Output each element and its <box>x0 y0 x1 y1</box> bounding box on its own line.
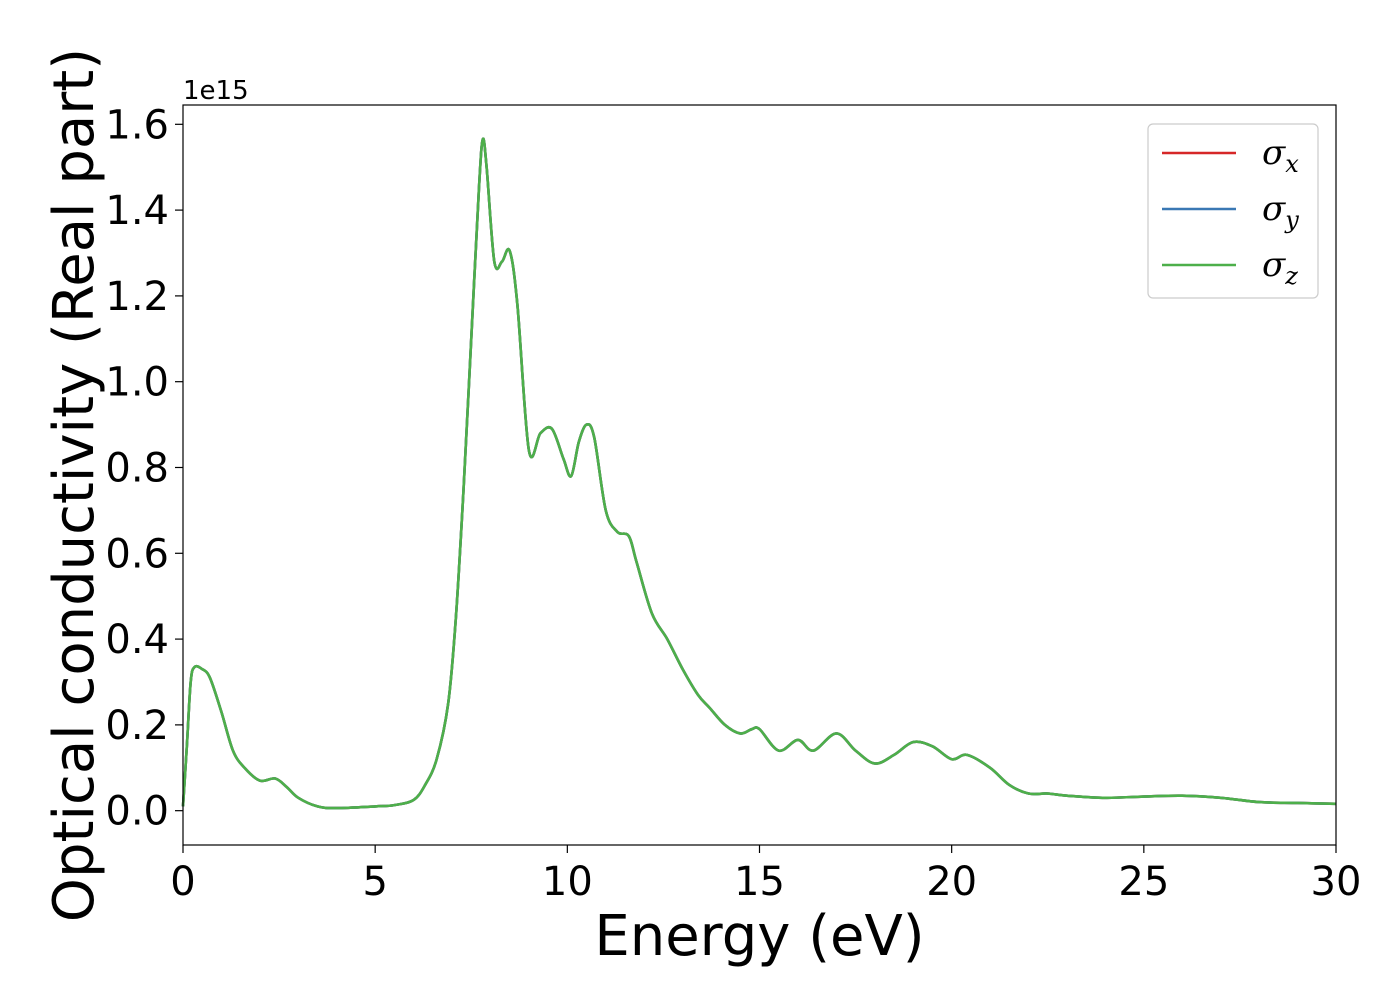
y-tick-label: 0.0 <box>105 789 169 835</box>
legend-label-z: σz <box>1262 245 1298 290</box>
series-line-z <box>181 137 1337 810</box>
series-layer <box>181 137 1337 810</box>
legend-label-y: σy <box>1262 189 1299 234</box>
legend-entries: σx σy σz <box>1162 133 1299 290</box>
x-tick-label: 20 <box>926 859 977 905</box>
y-axis-title: Optical conductivity (Real part) <box>42 48 107 922</box>
y-tick-label: 0.8 <box>105 445 169 491</box>
y-tick-label: 1.6 <box>105 102 169 148</box>
legend: σx σy σz <box>1147 123 1319 299</box>
x-tick-label: 30 <box>1311 859 1362 905</box>
legend-box <box>1147 123 1319 299</box>
y-tick-label: 1.4 <box>105 188 169 234</box>
y-tick-label: 0.2 <box>105 703 169 749</box>
legend-label-x: σx <box>1262 133 1299 178</box>
y-axis-ticks: 0.0 0.2 0.4 0.6 0.8 1.0 1.2 1.4 1.6 <box>105 102 183 835</box>
plot-frame <box>182 104 1337 846</box>
y-tick-label: 1.0 <box>105 360 169 406</box>
y-offset-label: 1e15 <box>183 76 249 106</box>
x-axis-ticks: 0 5 10 15 20 25 30 <box>170 845 1361 905</box>
x-tick-label: 5 <box>362 859 387 905</box>
x-tick-label: 0 <box>170 859 195 905</box>
x-axis-title: Energy (eV) <box>594 904 924 969</box>
y-tick-label: 0.6 <box>105 531 169 577</box>
x-tick-label: 25 <box>1118 859 1169 905</box>
y-tick-label: 1.2 <box>105 274 169 320</box>
y-tick-label: 0.4 <box>105 617 169 663</box>
x-tick-label: 10 <box>542 859 593 905</box>
x-tick-label: 15 <box>734 859 785 905</box>
